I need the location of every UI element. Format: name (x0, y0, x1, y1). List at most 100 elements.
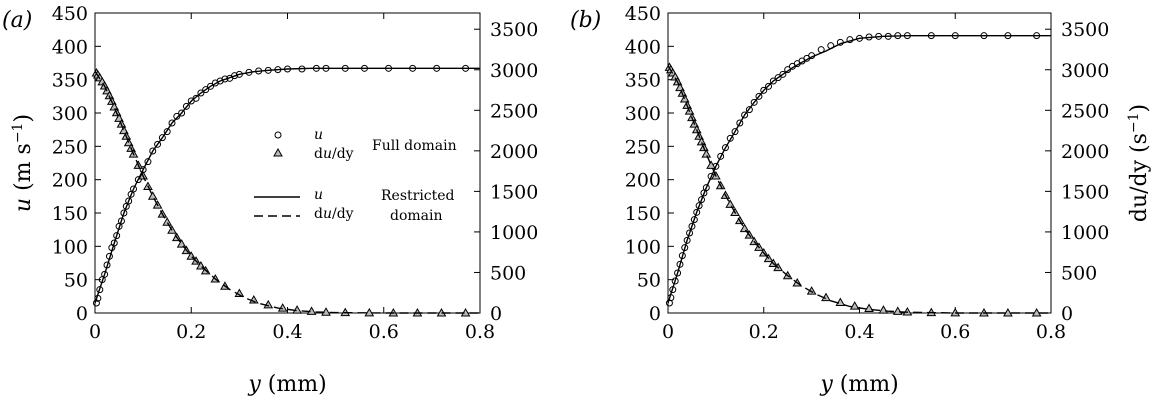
x-tick-label: 0 (89, 321, 101, 343)
point-u (690, 216, 698, 224)
x-tick-label: 0.6 (369, 321, 399, 343)
point-u (695, 202, 703, 210)
point-u (683, 236, 691, 244)
x-axis-label: y (mm) (819, 372, 898, 397)
point-u (120, 209, 128, 217)
legend-label-dudy: du/dy (314, 206, 354, 222)
y-right-tick-label: 0 (1061, 303, 1073, 325)
point-dudy (739, 223, 750, 233)
y-left-tick-label: 250 (625, 136, 661, 158)
point-dudy (109, 102, 120, 111)
legend-marker-triangle (273, 147, 283, 157)
point-u (101, 270, 109, 278)
y-right-tick-label: 0 (490, 303, 502, 325)
legend-label-u: u (314, 187, 323, 203)
point-dudy (277, 303, 288, 312)
point-u (698, 196, 706, 204)
point-u (125, 197, 133, 205)
series-line-u (94, 67, 480, 304)
point-u (207, 82, 214, 90)
point-u (130, 185, 137, 193)
y-right-tick-label: 2000 (490, 141, 538, 163)
point-u (168, 119, 176, 127)
plot-frame (667, 12, 1052, 314)
point-dudy (176, 239, 187, 248)
point-u (779, 70, 787, 78)
y-left-tick-label: 200 (625, 170, 661, 192)
y-left-tick-label: 350 (52, 70, 88, 92)
point-u (202, 86, 210, 94)
point-u (154, 140, 162, 148)
point-dudy (1031, 307, 1042, 317)
point-u (192, 94, 200, 102)
y-left-tick-label: 400 (52, 36, 88, 58)
y-left-tick-label: 450 (52, 3, 88, 25)
plot-frame (94, 12, 481, 314)
legend-label-dudy: du/dy (314, 146, 354, 162)
point-dudy (878, 305, 889, 314)
x-tick-label: 0.8 (1036, 321, 1066, 343)
point-dudy (701, 149, 712, 158)
point-u (750, 98, 758, 106)
point-u (731, 128, 739, 136)
y-left-tick-label: 300 (52, 103, 88, 125)
legend-label-u: u (314, 127, 323, 143)
y-right-tick-label: 1000 (490, 222, 538, 244)
y-right-tick-label: 2000 (1061, 141, 1109, 163)
x-tick-label: 0.4 (272, 321, 302, 343)
y-right-tick-label: 500 (490, 262, 526, 284)
x-tick-label: 0.2 (749, 321, 779, 343)
x-tick-label: 0 (662, 321, 674, 343)
y-right-tick-label: 3500 (490, 19, 538, 41)
x-axis-label: y (mm) (247, 372, 326, 397)
point-dudy (162, 217, 173, 226)
y-left-tick-label: 150 (52, 203, 88, 225)
y-left-axis-label: u (m s−1) (10, 114, 36, 212)
chart-panel-b: 0 0.2 0.4 0.6 0.8050100150200250300350400450… (570, 3, 1109, 343)
y-right-axis-label: du/dy (s−1) (1126, 104, 1152, 222)
point-u (702, 184, 710, 192)
point-dudy (104, 90, 115, 100)
point-dudy (892, 306, 903, 315)
x-tick-label: 0.8 (465, 321, 495, 343)
point-dudy (706, 160, 716, 169)
panel-label: (b) (570, 8, 601, 33)
point-u (163, 128, 171, 136)
point-u (173, 112, 181, 120)
series-line-dudy (667, 65, 1051, 314)
point-u (774, 74, 782, 82)
point-u (110, 239, 118, 247)
point-u (197, 89, 205, 97)
point-u (134, 176, 142, 184)
series-line-u (667, 35, 1051, 304)
point-u (760, 86, 768, 94)
chart-panel-a: 0 0.2 0.4 0.6 0.8050100150200250300350400450… (2, 3, 538, 343)
point-dudy (725, 199, 736, 208)
point-u (721, 144, 729, 152)
y-left-tick-label: 50 (64, 270, 88, 292)
y-left-tick-label: 100 (52, 236, 88, 258)
point-dudy (849, 301, 860, 310)
series-line-dudy (94, 71, 480, 314)
legend-restricted-line2: domain (390, 208, 443, 224)
point-u (755, 92, 763, 100)
y-left-tick-label: 300 (625, 103, 661, 125)
point-u (144, 158, 152, 166)
y-right-tick-label: 1500 (1061, 181, 1109, 203)
point-dudy (864, 303, 874, 313)
y-left-tick-label: 50 (637, 270, 661, 292)
point-u (671, 277, 679, 285)
point-dudy (691, 124, 702, 134)
y-left-tick-label: 250 (52, 136, 88, 158)
point-u (688, 222, 696, 230)
y-right-tick-label: 1000 (1061, 222, 1109, 244)
y-left-tick-label: 350 (625, 70, 661, 92)
y-left-tick-label: 0 (76, 303, 88, 325)
point-u (686, 229, 694, 237)
point-dudy (675, 82, 685, 92)
point-dudy (364, 307, 375, 317)
x-tick-label: 0.6 (940, 321, 970, 343)
point-u (158, 134, 166, 142)
point-u (674, 269, 682, 277)
